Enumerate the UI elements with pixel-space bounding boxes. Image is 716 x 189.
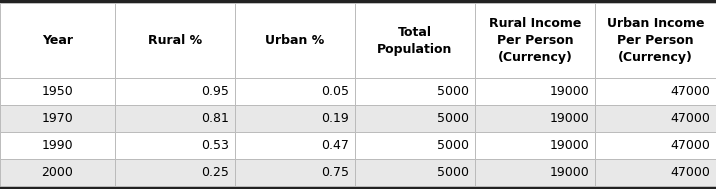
Bar	[0, 0, 716, 3]
Bar	[235, 3, 355, 78]
Bar	[355, 132, 475, 159]
Bar	[475, 78, 595, 105]
Text: 19000: 19000	[549, 112, 589, 125]
Bar	[595, 78, 716, 105]
Bar	[355, 78, 475, 105]
Text: 47000: 47000	[670, 139, 710, 152]
Text: 5000: 5000	[437, 112, 469, 125]
Bar	[595, 159, 716, 186]
Text: 0.47: 0.47	[321, 139, 349, 152]
Bar	[595, 132, 716, 159]
Text: 0.81: 0.81	[201, 112, 229, 125]
Text: Rural %: Rural %	[148, 34, 202, 47]
Bar	[475, 3, 595, 78]
Text: 1950: 1950	[42, 85, 73, 98]
Bar	[355, 159, 475, 186]
Bar	[115, 159, 235, 186]
Text: Year: Year	[42, 34, 73, 47]
Bar	[475, 105, 595, 132]
Bar	[115, 132, 235, 159]
Bar	[355, 3, 475, 78]
Text: 0.95: 0.95	[201, 85, 229, 98]
Bar	[0, 132, 115, 159]
Bar	[0, 105, 115, 132]
Text: 47000: 47000	[670, 166, 710, 179]
Bar	[0, 3, 115, 78]
Text: 19000: 19000	[549, 85, 589, 98]
Text: 0.75: 0.75	[321, 166, 349, 179]
Bar	[595, 3, 716, 78]
Bar	[115, 105, 235, 132]
Text: 47000: 47000	[670, 85, 710, 98]
Bar	[475, 159, 595, 186]
Bar	[0, 78, 115, 105]
Bar	[355, 105, 475, 132]
Bar	[115, 78, 235, 105]
Text: Total
Population: Total Population	[377, 26, 453, 56]
Bar	[115, 3, 235, 78]
Text: 47000: 47000	[670, 112, 710, 125]
Bar	[0, 186, 716, 189]
Text: 19000: 19000	[549, 139, 589, 152]
Text: 5000: 5000	[437, 85, 469, 98]
Bar	[235, 132, 355, 159]
Bar	[235, 78, 355, 105]
Bar	[235, 105, 355, 132]
Bar	[235, 159, 355, 186]
Bar	[475, 132, 595, 159]
Text: 1970: 1970	[42, 112, 73, 125]
Text: 0.19: 0.19	[321, 112, 349, 125]
Text: 19000: 19000	[549, 166, 589, 179]
Bar	[0, 159, 115, 186]
Text: 0.05: 0.05	[321, 85, 349, 98]
Text: 1990: 1990	[42, 139, 73, 152]
Text: 5000: 5000	[437, 166, 469, 179]
Text: 0.25: 0.25	[201, 166, 229, 179]
Text: Urban %: Urban %	[266, 34, 324, 47]
Bar	[595, 105, 716, 132]
Text: Urban Income
Per Person
(Currency): Urban Income Per Person (Currency)	[606, 17, 705, 64]
Text: 2000: 2000	[42, 166, 74, 179]
Text: 5000: 5000	[437, 139, 469, 152]
Text: Rural Income
Per Person
(Currency): Rural Income Per Person (Currency)	[489, 17, 581, 64]
Text: 0.53: 0.53	[201, 139, 229, 152]
